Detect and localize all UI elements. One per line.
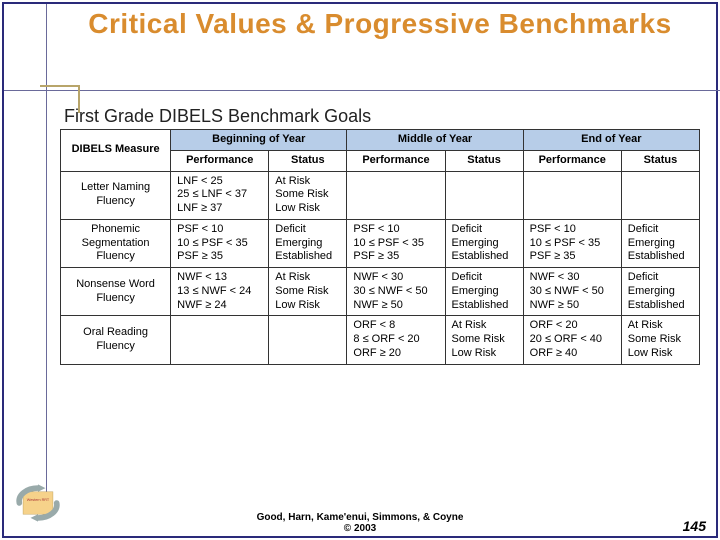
footer-line2: © 2003	[0, 523, 720, 534]
benchmark-table: DIBELS Measure Beginning of Year Middle …	[60, 129, 700, 365]
performance-cell: NWF < 3030 ≤ NWF < 50NWF ≥ 50	[347, 268, 445, 316]
measure-cell: Phonemic Segmentation Fluency	[61, 219, 171, 267]
status-cell: DeficitEmergingEstablished	[621, 219, 699, 267]
table-row: Letter Naming FluencyLNF < 2525 ≤ LNF < …	[61, 171, 700, 219]
status-subheader: Status	[445, 150, 523, 171]
table-header-row-1: DIBELS Measure Beginning of Year Middle …	[61, 130, 700, 151]
status-cell: At RiskSome RiskLow Risk	[445, 316, 523, 364]
table-row: Nonsense Word FluencyNWF < 1313 ≤ NWF < …	[61, 268, 700, 316]
status-cell	[445, 171, 523, 219]
status-cell: DeficitEmergingEstablished	[445, 268, 523, 316]
measure-header: DIBELS Measure	[61, 130, 171, 172]
performance-cell: NWF < 3030 ≤ NWF < 50NWF ≥ 50	[523, 268, 621, 316]
status-subheader: Status	[269, 150, 347, 171]
status-cell: DeficitEmergingEstablished	[445, 219, 523, 267]
svg-text:Western RRT: Western RRT	[27, 498, 50, 502]
status-cell	[621, 171, 699, 219]
table-row: Phonemic Segmentation FluencyPSF < 1010 …	[61, 219, 700, 267]
page-number: 145	[683, 518, 706, 534]
performance-cell: NWF < 1313 ≤ NWF < 24NWF ≥ 24	[171, 268, 269, 316]
performance-cell: LNF < 2525 ≤ LNF < 37LNF ≥ 37	[171, 171, 269, 219]
performance-cell: ORF < 88 ≤ ORF < 20ORF ≥ 20	[347, 316, 445, 364]
measure-cell: Letter Naming Fluency	[61, 171, 171, 219]
perf-subheader: Performance	[171, 150, 269, 171]
performance-cell: PSF < 1010 ≤ PSF < 35PSF ≥ 35	[347, 219, 445, 267]
perf-subheader: Performance	[347, 150, 445, 171]
performance-cell	[523, 171, 621, 219]
status-subheader: Status	[621, 150, 699, 171]
status-cell: At RiskSome RiskLow Risk	[269, 268, 347, 316]
status-cell: DeficitEmergingEstablished	[269, 219, 347, 267]
status-cell	[269, 316, 347, 364]
performance-cell: ORF < 2020 ≤ ORF < 40ORF ≥ 40	[523, 316, 621, 364]
status-cell: At RiskSome RiskLow Risk	[269, 171, 347, 219]
period-header: End of Year	[523, 130, 699, 151]
performance-cell	[171, 316, 269, 364]
footer-line1: Good, Harn, Kame'enui, Simmons, & Coyne	[0, 512, 720, 523]
horizontal-rule	[4, 90, 720, 91]
benchmark-table-wrap: First Grade DIBELS Benchmark Goals DIBEL…	[60, 104, 700, 365]
table-body: Letter Naming FluencyLNF < 2525 ≤ LNF < …	[61, 171, 700, 364]
table-title: First Grade DIBELS Benchmark Goals	[60, 104, 700, 129]
vertical-rule	[46, 4, 47, 512]
measure-cell: Nonsense Word Fluency	[61, 268, 171, 316]
status-cell: At RiskSome RiskLow Risk	[621, 316, 699, 364]
perf-subheader: Performance	[523, 150, 621, 171]
footer-citation: Good, Harn, Kame'enui, Simmons, & Coyne …	[0, 512, 720, 534]
performance-cell: PSF < 1010 ≤ PSF < 35PSF ≥ 35	[171, 219, 269, 267]
measure-cell: Oral Reading Fluency	[61, 316, 171, 364]
performance-cell	[347, 171, 445, 219]
period-header: Beginning of Year	[171, 130, 347, 151]
period-header: Middle of Year	[347, 130, 523, 151]
performance-cell: PSF < 1010 ≤ PSF < 35PSF ≥ 35	[523, 219, 621, 267]
table-row: Oral Reading Fluency ORF < 88 ≤ ORF < 20O…	[61, 316, 700, 364]
status-cell: DeficitEmergingEstablished	[621, 268, 699, 316]
